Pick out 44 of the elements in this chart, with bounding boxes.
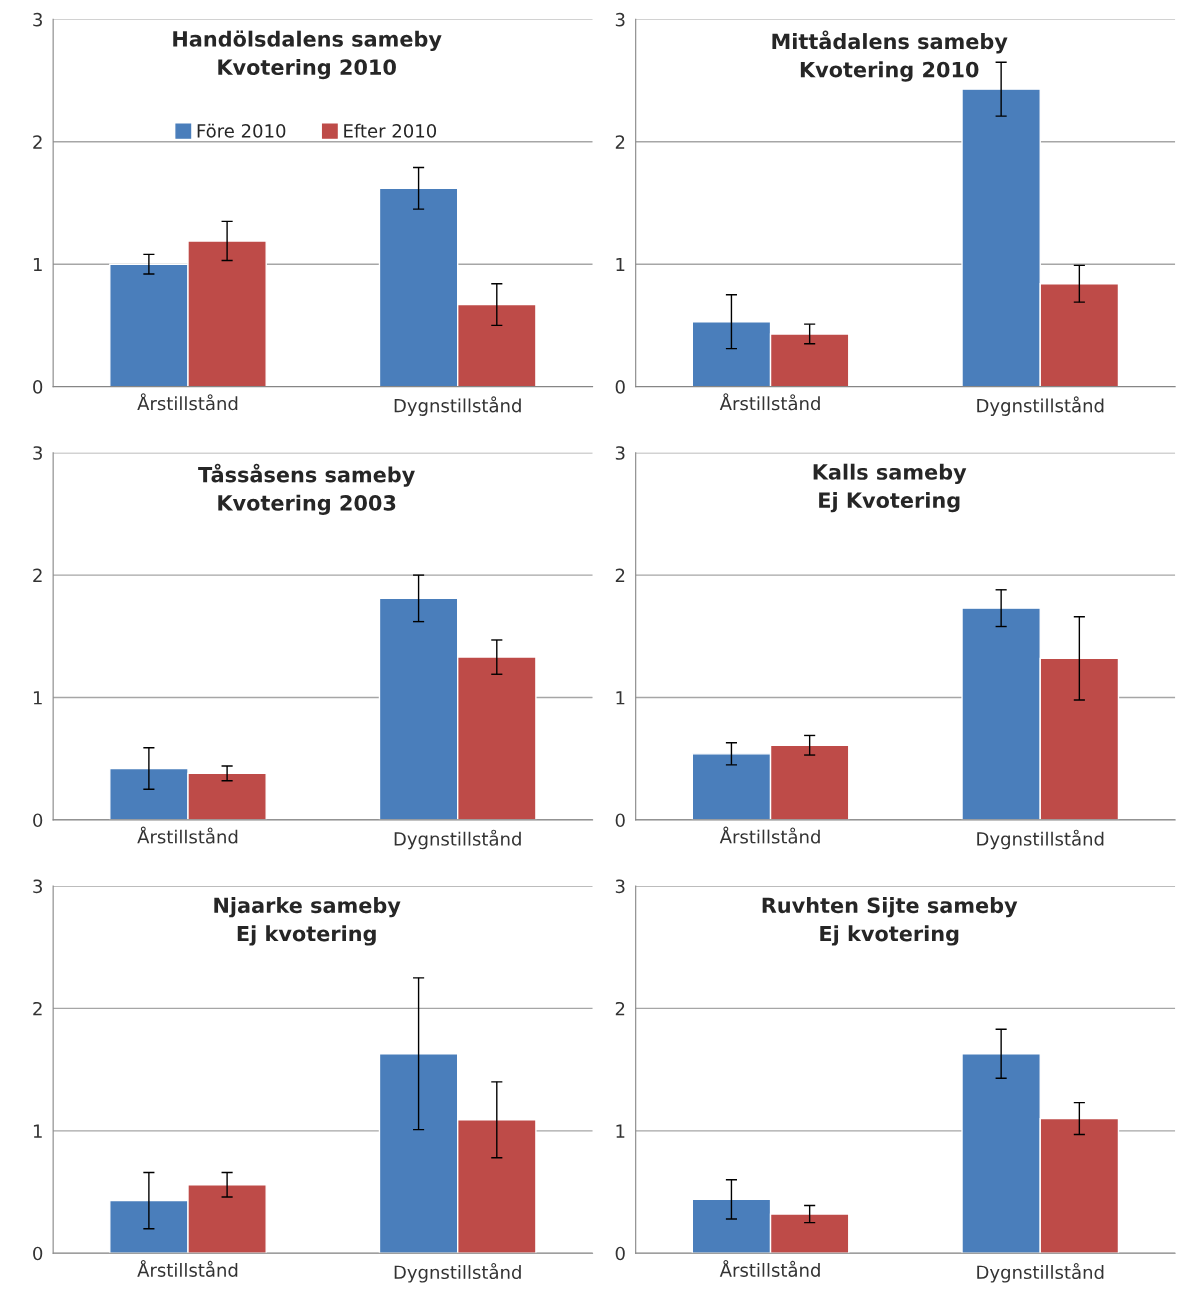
x-tick-label: Dygnstillstånd	[977, 396, 1104, 416]
x-tick-label: Årstillstånd	[137, 826, 238, 844]
x-tick-label: Dygnstillstånd	[394, 829, 521, 850]
y-tick-label: 3	[615, 879, 625, 894]
legend-label: Efter 2010	[344, 123, 437, 138]
x-tick-label: Dygnstillstånd	[977, 829, 1104, 850]
text: Tåssåsens sameby Kvotering 2003	[198, 463, 415, 515]
y-tick-label: 2	[615, 1001, 625, 1016]
x-tick-label: Årstillstånd	[137, 1259, 238, 1277]
text: Handölsdalens sameby Kvotering 2010	[173, 30, 442, 80]
y-tick-label: 3	[33, 12, 42, 27]
y-tick-label: 0	[615, 813, 625, 828]
y-tick-label: 3	[615, 446, 625, 460]
text: Mittådalens sameby Kvotering 2010	[772, 30, 1008, 82]
y-tick-label: 3	[33, 879, 42, 894]
y-tick-label: 1	[616, 257, 625, 272]
x-tick-label: Årstillstånd	[719, 826, 820, 844]
x-tick-label: Dygnstillstånd	[394, 396, 521, 416]
y-tick-label: 2	[33, 568, 42, 582]
text: Ruvhten Sijte sameby Ej kvotering	[762, 897, 1018, 946]
y-tick-label: 2	[33, 135, 42, 149]
y-tick-label: 0	[615, 1246, 625, 1261]
y-tick-label: 0	[33, 380, 43, 394]
x-tick-label: Årstillstånd	[137, 393, 238, 411]
x-tick-label: Årstillstånd	[719, 1259, 820, 1277]
y-tick-label: 2	[615, 135, 625, 149]
x-tick-label: Årstillstånd	[719, 393, 820, 411]
y-tick-label: 2	[33, 1001, 42, 1016]
y-tick-label: 1	[616, 1124, 625, 1138]
x-tick-label: Dygnstillstånd	[394, 1262, 521, 1283]
y-tick-label: 0	[615, 380, 625, 394]
legend-label: Före 2010	[197, 123, 286, 138]
y-tick-label: 3	[33, 446, 42, 460]
y-tick-label: 3	[615, 12, 625, 27]
y-tick-label: 1	[33, 1124, 42, 1138]
y-tick-label: 0	[33, 1246, 43, 1261]
y-tick-label: 1	[33, 257, 42, 272]
text: Kalls sameby Ej Kvotering	[813, 463, 967, 513]
text: Njaarke sameby Ej kvotering	[214, 897, 401, 946]
y-tick-label: 0	[33, 813, 43, 828]
y-tick-label: 1	[616, 691, 625, 705]
y-tick-label: 1	[33, 691, 42, 705]
x-tick-label: Dygnstillstånd	[977, 1262, 1104, 1283]
y-tick-label: 2	[615, 568, 625, 582]
